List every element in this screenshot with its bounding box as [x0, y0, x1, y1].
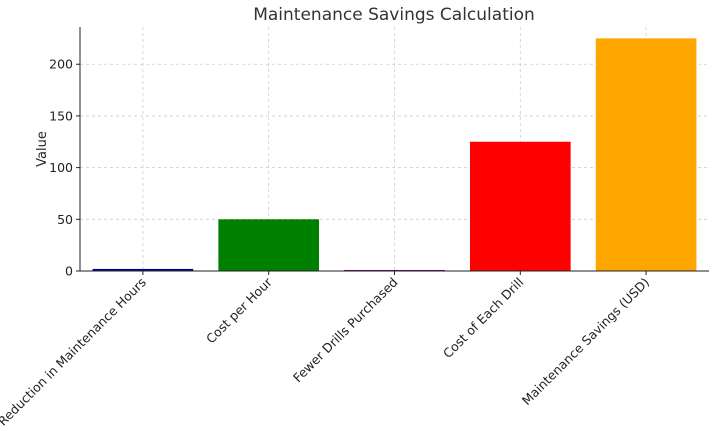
- x-tick-label: Fewer Drills Purchased: [290, 275, 401, 386]
- y-ticks: 0 50 100 150 200: [49, 57, 80, 279]
- bars: [92, 38, 697, 272]
- bar: [92, 268, 194, 271]
- y-tick-label: 100: [49, 160, 73, 175]
- x-tick-label: Cost per Hour: [203, 274, 275, 346]
- x-tick-label: Cost of Each Drill: [440, 275, 526, 361]
- bar: [469, 141, 571, 271]
- chart-title: Maintenance Savings Calculation: [253, 5, 535, 25]
- y-tick-label: 200: [49, 57, 73, 72]
- y-tick-label: 0: [65, 264, 73, 279]
- x-ticks: Reduction in Maintenance Hours Cost per H…: [0, 271, 652, 429]
- x-tick-label: Reduction in Maintenance Hours: [0, 275, 149, 429]
- bar: [344, 269, 445, 271]
- x-tick-label: Maintenance Savings (USD): [519, 275, 652, 408]
- bar: [218, 219, 320, 271]
- y-tick-label: 150: [49, 108, 73, 123]
- y-tick-label: 50: [57, 212, 73, 227]
- y-axis-label: Value: [35, 131, 50, 167]
- bar: [595, 38, 697, 272]
